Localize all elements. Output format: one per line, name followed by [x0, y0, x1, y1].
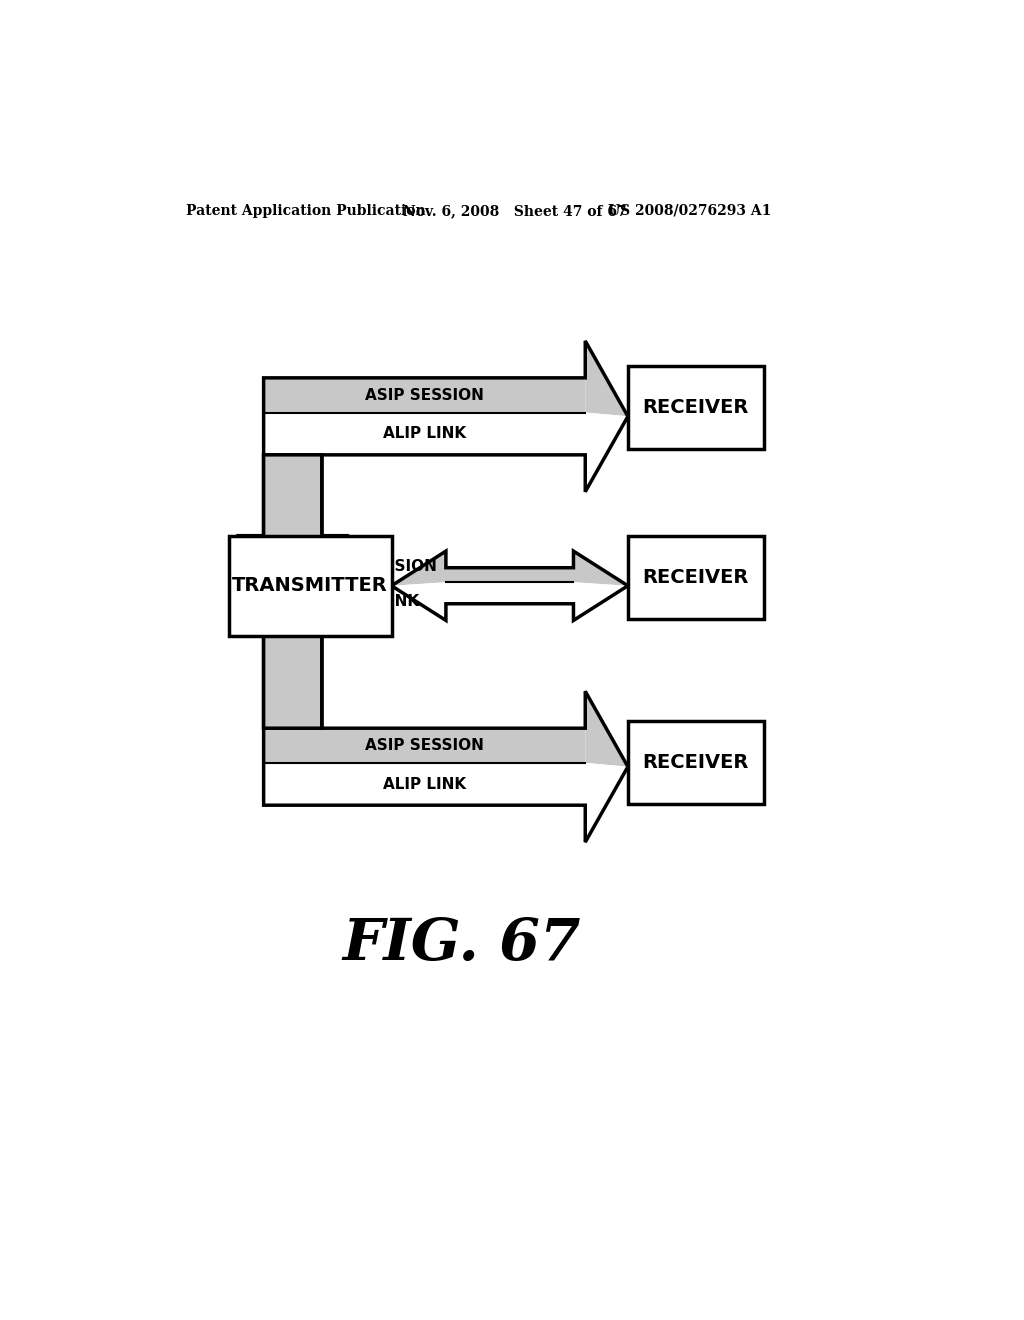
- Text: Patent Application Publication: Patent Application Publication: [186, 203, 426, 218]
- Text: ASIP SESSION: ASIP SESSION: [365, 388, 484, 403]
- Text: US 2008/0276293 A1: US 2008/0276293 A1: [608, 203, 772, 218]
- Polygon shape: [241, 586, 345, 729]
- Polygon shape: [263, 636, 322, 729]
- Text: RECEIVER: RECEIVER: [642, 399, 749, 417]
- Text: Nov. 6, 2008   Sheet 47 of 67: Nov. 6, 2008 Sheet 47 of 67: [403, 203, 627, 218]
- Polygon shape: [263, 455, 322, 536]
- Polygon shape: [263, 729, 586, 763]
- Text: ALIP LINK: ALIP LINK: [336, 594, 420, 609]
- Polygon shape: [263, 763, 586, 805]
- Text: ASIP SESSION: ASIP SESSION: [365, 738, 484, 752]
- Polygon shape: [391, 552, 628, 586]
- Polygon shape: [263, 378, 322, 536]
- Polygon shape: [263, 378, 586, 412]
- Bar: [628, 721, 764, 804]
- Text: ASIP SESSION: ASIP SESSION: [318, 560, 437, 574]
- Text: ALIP LINK: ALIP LINK: [383, 776, 466, 792]
- Bar: [228, 536, 391, 636]
- Polygon shape: [586, 412, 628, 492]
- Text: TRANSMITTER: TRANSMITTER: [232, 577, 388, 595]
- Polygon shape: [586, 763, 628, 842]
- Polygon shape: [391, 582, 628, 620]
- Text: RECEIVER: RECEIVER: [642, 568, 749, 587]
- Polygon shape: [263, 586, 322, 636]
- Text: RECEIVER: RECEIVER: [642, 752, 749, 772]
- Bar: [628, 367, 764, 449]
- Polygon shape: [263, 636, 322, 729]
- Text: ALIP LINK: ALIP LINK: [383, 426, 466, 441]
- Bar: [628, 536, 764, 619]
- Polygon shape: [263, 536, 322, 586]
- Polygon shape: [241, 455, 345, 586]
- Text: FIG. 67: FIG. 67: [342, 916, 581, 972]
- Polygon shape: [586, 341, 628, 416]
- Polygon shape: [263, 412, 586, 455]
- Polygon shape: [586, 692, 628, 767]
